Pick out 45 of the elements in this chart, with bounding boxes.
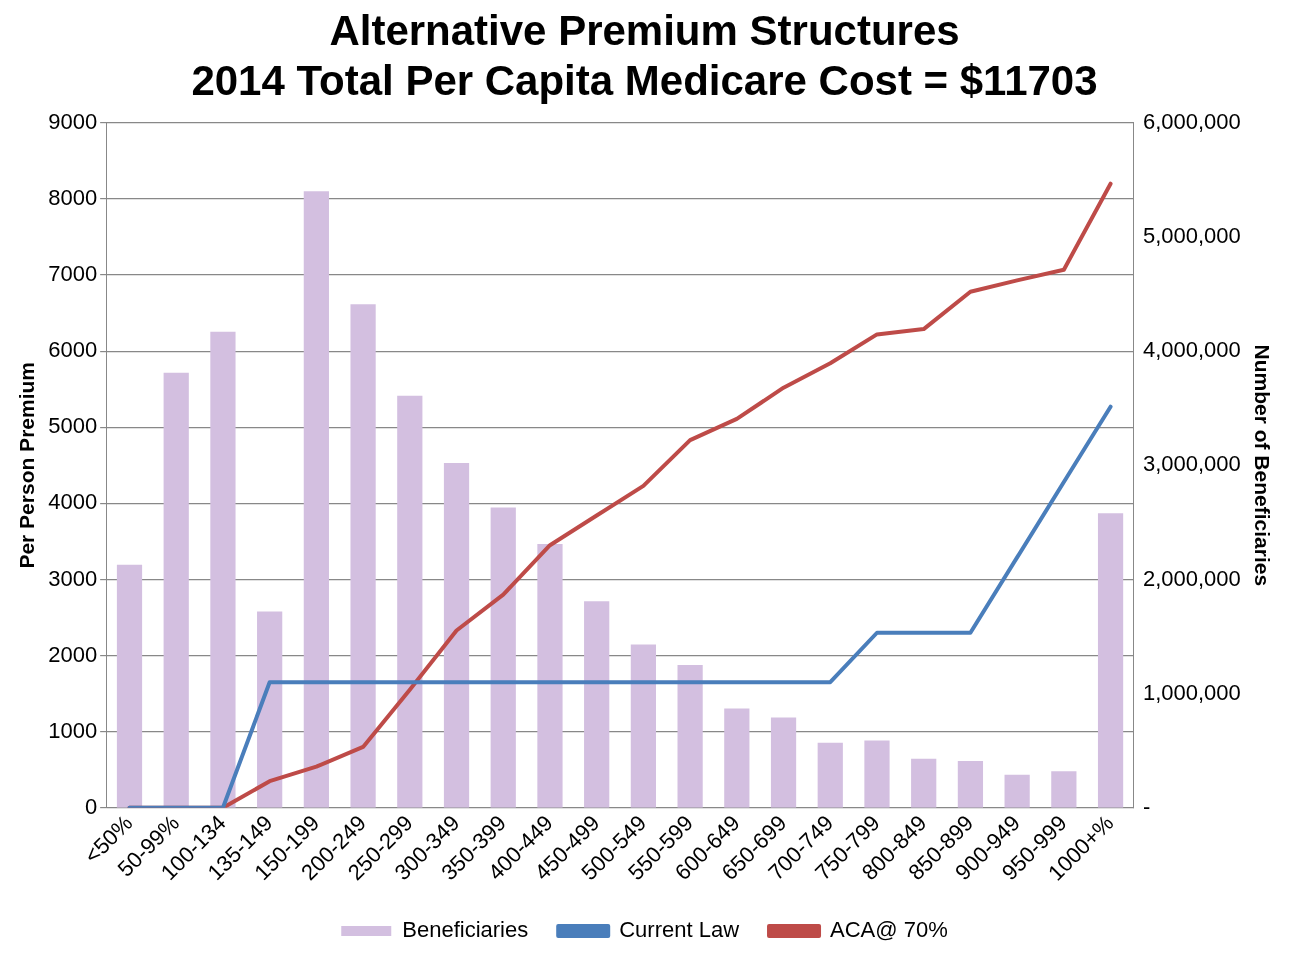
bar xyxy=(537,544,563,808)
bar xyxy=(116,564,143,808)
bar xyxy=(864,740,890,808)
y2-tick-label: 5,000,000 xyxy=(1142,223,1241,249)
bar xyxy=(1004,774,1030,808)
y-tick-label: 4000 xyxy=(48,489,98,515)
bar xyxy=(911,758,937,808)
y2-tick-label: 6,000,000 xyxy=(1142,108,1241,134)
legend-label: ACA@ 70% xyxy=(830,917,948,943)
bar xyxy=(490,507,516,808)
bar xyxy=(163,372,189,808)
y2-tick-label: 1,000,000 xyxy=(1142,679,1241,705)
bar xyxy=(257,611,283,808)
y2-axis-title: Number of Beneficiaries xyxy=(1250,344,1274,587)
y-tick-label: 9000 xyxy=(48,108,98,134)
chart-title: Alternative Premium Structures 2014 Total Per Capita Medicare Cost = $11703 xyxy=(191,6,1098,105)
y-tick-label: 7000 xyxy=(48,261,98,287)
bar xyxy=(724,708,750,808)
bar xyxy=(677,665,703,808)
legend-label: Beneficiaries xyxy=(402,917,529,943)
y2-tick-label: 3,000,000 xyxy=(1142,451,1241,477)
bar xyxy=(443,463,470,808)
bar xyxy=(770,717,797,808)
bar xyxy=(957,761,984,808)
bar xyxy=(303,191,329,808)
y2-tick-label: - xyxy=(1142,793,1151,819)
bar xyxy=(817,742,843,808)
y-tick-label: 8000 xyxy=(48,184,98,210)
bar xyxy=(1051,771,1077,808)
y-tick-label: 5000 xyxy=(48,413,98,439)
y2-tick-label: 4,000,000 xyxy=(1142,337,1241,363)
y-tick-label: 3000 xyxy=(48,565,98,591)
bar xyxy=(397,395,423,808)
y2-tick-label: 2,000,000 xyxy=(1142,565,1241,591)
legend-label: Current Law xyxy=(619,917,740,943)
y-axis-title: Per Person Premium xyxy=(15,362,39,569)
bar xyxy=(210,331,236,808)
bar xyxy=(1097,513,1124,808)
bar xyxy=(350,304,376,808)
bar xyxy=(584,601,610,808)
y-tick-label: 1000 xyxy=(48,717,98,743)
y-tick-label: 6000 xyxy=(48,337,98,363)
y-tick-label: 0 xyxy=(84,793,98,819)
y-tick-label: 2000 xyxy=(48,641,98,667)
bar xyxy=(630,644,657,808)
